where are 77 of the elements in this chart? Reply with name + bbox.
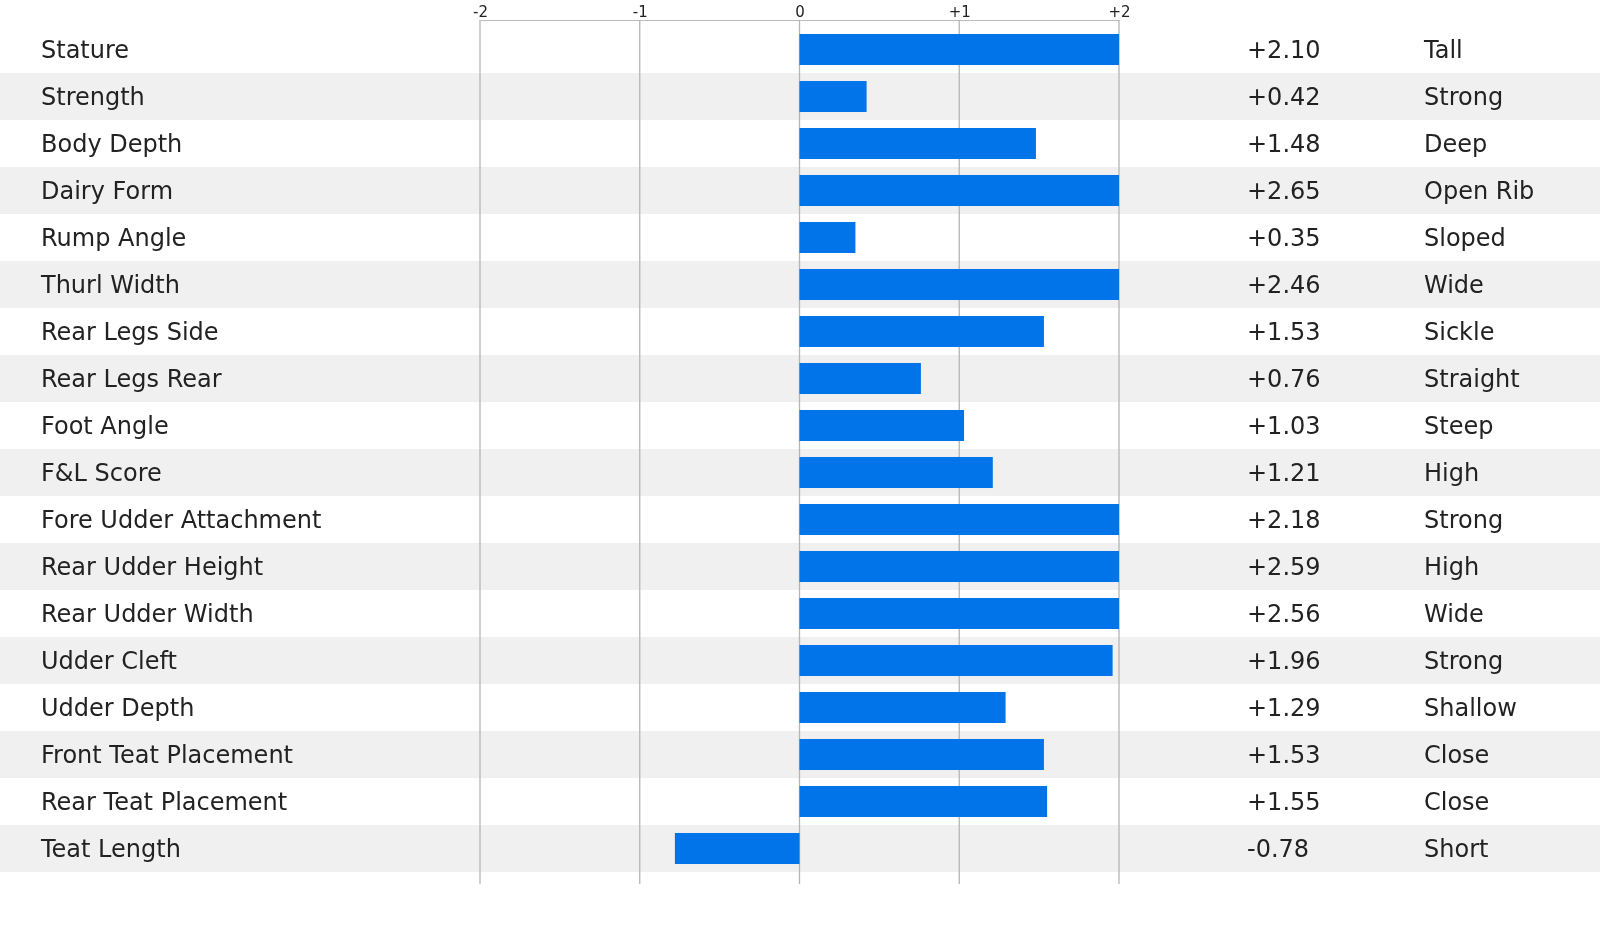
- y-tick-label: Udder Depth: [41, 693, 195, 722]
- text: +1.53: [1247, 740, 1321, 769]
- text: +0.35: [1247, 223, 1321, 252]
- bar: [799, 597, 1119, 630]
- text: Close: [1424, 787, 1490, 816]
- text: +2.10: [1247, 35, 1321, 64]
- bar: [799, 503, 1119, 536]
- bar: [799, 691, 1006, 724]
- y-tick-label: Dairy Form: [41, 176, 174, 205]
- y-tick-label: Thurl Width: [40, 270, 180, 299]
- text: +2.65: [1247, 176, 1321, 205]
- y-tick-label: Front Teat Placement: [41, 740, 293, 769]
- y-tick-label: Stature: [41, 35, 130, 64]
- x-tick-label: +2: [1108, 3, 1131, 21]
- y-tick-label: Fore Udder Attachment: [41, 505, 322, 534]
- y-tick-label: Body Depth: [41, 129, 183, 158]
- text: Wide: [1424, 599, 1484, 628]
- y-tick-label: Rear Legs Rear: [41, 364, 222, 393]
- bar: [799, 174, 1119, 207]
- bar: [799, 315, 1044, 348]
- y-tick-label: Rear Udder Height: [41, 552, 264, 581]
- text: +2.59: [1247, 552, 1321, 581]
- text: Close: [1424, 740, 1490, 769]
- bar: [799, 409, 965, 442]
- y-tick-label: Strength: [41, 82, 145, 111]
- bar: [799, 221, 856, 254]
- x-tick-label: +1: [948, 3, 971, 21]
- text: +2.18: [1247, 505, 1321, 534]
- text: Strong: [1424, 505, 1504, 534]
- text: Strong: [1424, 82, 1504, 111]
- bar: [799, 362, 921, 395]
- y-tick-label: Teat Length: [40, 834, 181, 863]
- text: High: [1424, 552, 1480, 581]
- text: +1.29: [1247, 693, 1321, 722]
- text: +0.76: [1247, 364, 1321, 393]
- text: +1.48: [1247, 129, 1321, 158]
- text: Open Rib: [1424, 176, 1535, 205]
- bar: [799, 738, 1044, 771]
- text: Short: [1424, 834, 1489, 863]
- text: Straight: [1424, 364, 1520, 393]
- y-tick-label: Rear Legs Side: [41, 317, 219, 346]
- text: Wide: [1424, 270, 1484, 299]
- text: Sloped: [1424, 223, 1506, 252]
- text: +1.21: [1247, 458, 1321, 487]
- y-tick-label: Foot Angle: [41, 411, 169, 440]
- text: +1.53: [1247, 317, 1321, 346]
- text: +1.96: [1247, 646, 1321, 675]
- y-tick-label: Udder Cleft: [41, 646, 177, 675]
- text: +2.56: [1247, 599, 1321, 628]
- text: High: [1424, 458, 1480, 487]
- bar: [799, 644, 1113, 677]
- y-tick-label: Rear Udder Width: [41, 599, 254, 628]
- bar: [799, 80, 867, 113]
- bar: [799, 550, 1119, 583]
- y-tick-label: Rear Teat Placement: [41, 787, 288, 816]
- text: +1.03: [1247, 411, 1321, 440]
- text: +1.55: [1247, 787, 1321, 816]
- text: Strong: [1424, 646, 1504, 675]
- text: Tall: [1423, 35, 1463, 64]
- text: +0.42: [1247, 82, 1321, 111]
- bar: [674, 832, 800, 865]
- text: Sickle: [1424, 317, 1495, 346]
- x-tick-label: -1: [632, 3, 648, 21]
- bar: [799, 456, 993, 489]
- text: -0.78: [1247, 834, 1310, 863]
- text: +2.46: [1247, 270, 1321, 299]
- bar: [799, 127, 1036, 160]
- x-tick-label: 0: [795, 3, 805, 21]
- text: Deep: [1424, 129, 1488, 158]
- bar: [799, 785, 1048, 818]
- x-tick-label: -2: [473, 3, 488, 21]
- bar: [799, 33, 1119, 66]
- y-tick-label: F&L Score: [41, 458, 162, 487]
- y-tick-label: Rump Angle: [41, 223, 187, 252]
- text: Steep: [1424, 411, 1494, 440]
- text: Shallow: [1424, 693, 1517, 722]
- bar: [799, 268, 1119, 301]
